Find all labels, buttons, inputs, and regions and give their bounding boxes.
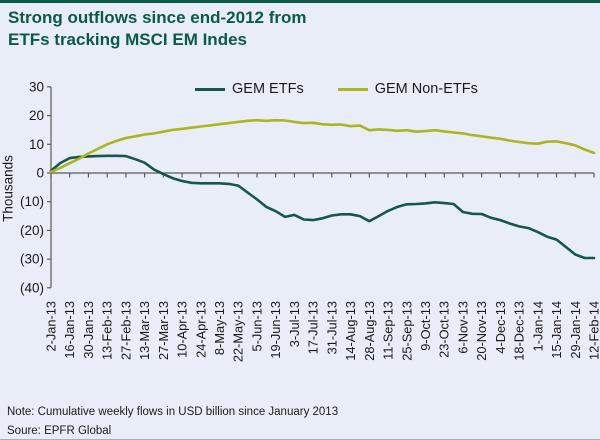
x-tick-label: 27-Feb-13 (118, 301, 133, 360)
y-tick-label: 0 (36, 166, 44, 181)
x-tick-label: 9-Oct-13 (418, 301, 433, 351)
y-tick-label: (10) (20, 194, 44, 209)
legend-item-gem-non-etfs: GEM Non-ETFs (337, 81, 478, 97)
x-tick-label: 15-Jan-14 (549, 301, 564, 359)
chart-title: Strong outflows since end-2012 from ETFs… (8, 7, 307, 51)
chart-legend: GEM ETFs GEM Non-ETFs (195, 81, 478, 97)
x-tick-label: 13-Mar-13 (137, 301, 152, 360)
legend-label-gem-non-etfs: GEM Non-ETFs (374, 81, 478, 97)
x-tick-label: 11-Sep-13 (381, 301, 396, 360)
chart-title-line2: ETFs tracking MSCI EM Indes (8, 30, 247, 50)
x-tick-label: 4-Dec-13 (493, 301, 508, 354)
x-tick-label: 6-Nov-13 (455, 301, 470, 354)
x-tick-label: 17-Jul-13 (306, 301, 321, 354)
x-tick-label: 31-Jul-13 (324, 301, 339, 354)
x-tick-label: 25-Sep-13 (399, 301, 414, 361)
y-tick-label: (40) (20, 280, 44, 295)
y-tick-label: 30 (29, 79, 44, 94)
y-tick-label: 20 (29, 108, 44, 123)
series-line-gem-etfs (49, 154, 596, 260)
gem-non-etfs-line-swatch (337, 87, 368, 91)
x-tick-label: 29-Jan-14 (568, 301, 583, 359)
series-line-gem-non-etfs (49, 118, 596, 174)
chart-source: Soure: EPFR Global (7, 425, 112, 437)
x-tick-label: 13-Feb-13 (100, 301, 115, 360)
x-tick-label: 20-Nov-13 (474, 301, 489, 361)
x-tick-label: 3-Jul-13 (287, 301, 302, 347)
line-chart: 30 20 10 0 (10) (20) (30) (40)2-Jan-13 16-Jan-13… (20, 79, 600, 362)
x-tick-label: 1-Jan-14 (530, 301, 545, 352)
x-tick-label: 22-May-13 (231, 301, 246, 362)
x-tick-label: 8-May-13 (212, 301, 227, 355)
gem-etfs-line-swatch (195, 87, 225, 91)
x-tick-label: 19-Jun-13 (268, 301, 283, 359)
x-tick-label: 16-Jan-13 (62, 301, 77, 359)
x-tick-label: 27-Mar-13 (156, 301, 171, 360)
chart-title-line1: Strong outflows since end-2012 from (8, 8, 307, 27)
x-tick-label: 2-Jan-13 (44, 301, 59, 352)
x-tick-label: 12-Feb-14 (587, 301, 600, 360)
x-tick-label: 24-Apr-13 (193, 301, 208, 358)
legend-label-gem-etfs: GEM ETFs (232, 81, 304, 97)
x-tick-label: 18-Dec-13 (512, 301, 527, 361)
x-tick-label: 5-Jun-13 (249, 301, 264, 352)
chart-note: Note: Cumulative weekly flows in USD bil… (7, 406, 339, 418)
y-tick-label: (20) (20, 223, 44, 238)
y-tick-label: 10 (29, 137, 44, 152)
x-tick-label: 30-Jan-13 (81, 301, 96, 359)
x-tick-label: 28-Aug-13 (362, 301, 377, 361)
x-tick-label: 10-Apr-13 (175, 301, 190, 358)
legend-item-gem-etfs: GEM ETFs (195, 81, 304, 97)
y-tick-label: (30) (20, 252, 44, 267)
x-tick-label: 23-Oct-13 (437, 301, 452, 358)
x-tick-label: 14-Aug-13 (343, 301, 358, 361)
